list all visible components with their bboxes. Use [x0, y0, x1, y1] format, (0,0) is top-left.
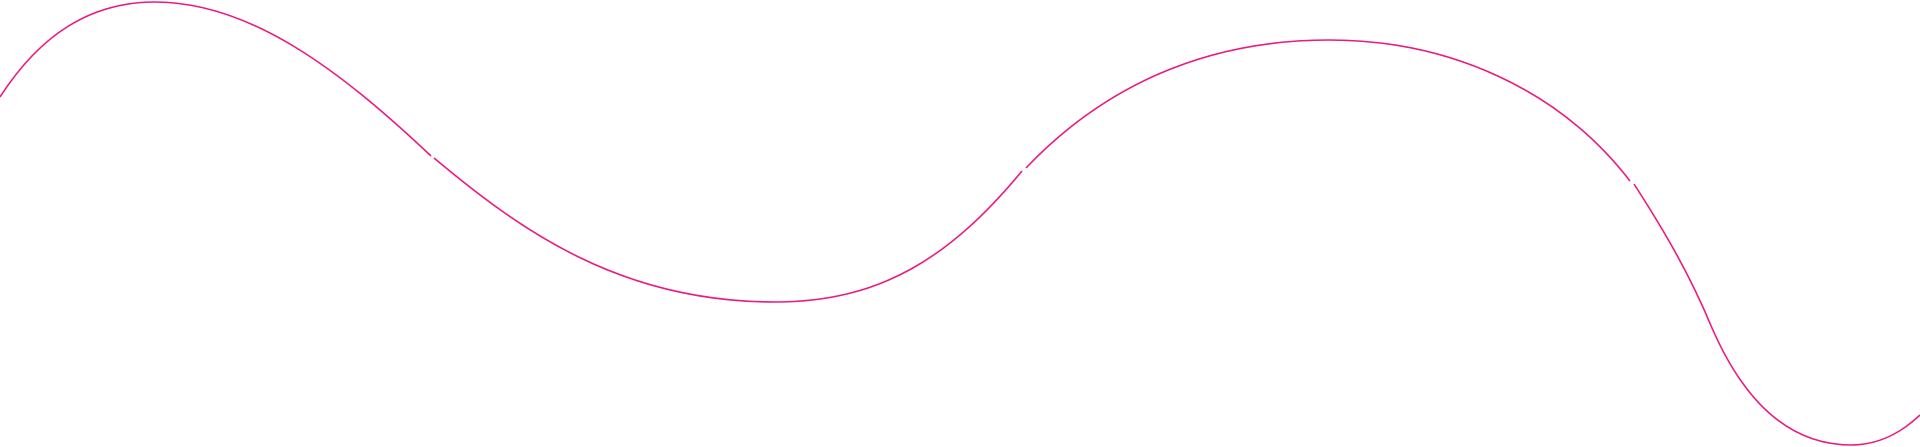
wave-segment-1	[0, 1, 432, 157]
wave-segment-3	[1025, 39, 1631, 182]
wave-segment-2	[433, 157, 1023, 303]
wave-segment-4	[1633, 183, 1920, 446]
